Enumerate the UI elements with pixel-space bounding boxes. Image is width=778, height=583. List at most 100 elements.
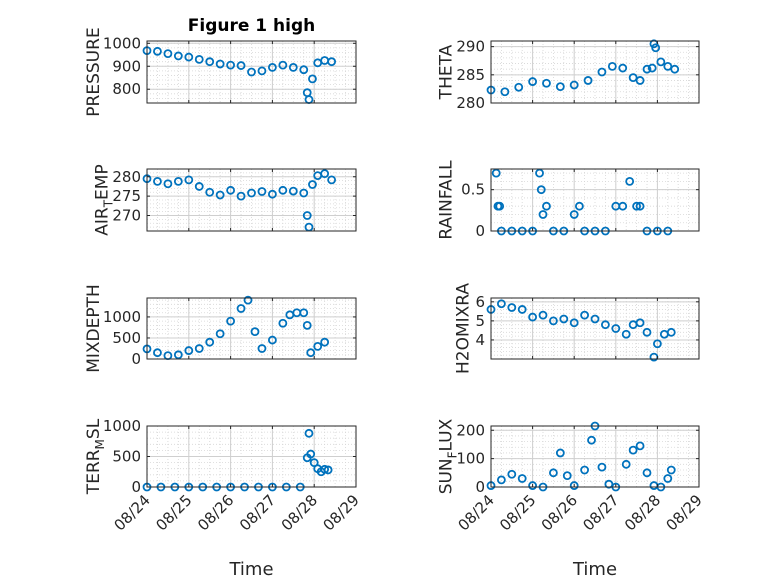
x-tick-label: 08/28 — [278, 491, 321, 534]
y-tick-label: 285 — [456, 66, 485, 84]
data-point — [153, 348, 162, 358]
data-point — [299, 65, 309, 75]
data-point — [496, 299, 506, 309]
y-tick-label: 280 — [112, 168, 141, 186]
data-point — [656, 57, 666, 67]
x-tick-label: 08/24 — [111, 491, 154, 534]
data-point — [590, 314, 600, 324]
data-point — [278, 185, 288, 195]
data-point — [236, 304, 246, 313]
data-point — [635, 318, 645, 328]
data-point — [580, 465, 589, 475]
y-tick-label: 0 — [475, 478, 485, 496]
data-point — [569, 80, 579, 90]
data-point — [257, 344, 267, 353]
data-point — [597, 67, 607, 77]
data-point — [215, 59, 225, 69]
y-axis-label: TERRMSL — [84, 418, 107, 495]
data-point — [491, 168, 501, 178]
data-point — [562, 471, 572, 481]
x-tick-label: 08/29 — [663, 491, 706, 534]
data-series — [486, 39, 680, 97]
data-point — [299, 308, 309, 318]
data-point — [535, 168, 544, 178]
data-point — [625, 176, 635, 186]
data-point — [663, 474, 673, 483]
x-tick-label: 08/27 — [236, 491, 279, 534]
y-tick-label: 0 — [131, 350, 141, 368]
data-point — [528, 312, 537, 322]
y-axis-label: THETA — [437, 44, 457, 100]
chart-title: Figure 1 high — [188, 16, 316, 36]
data-point — [163, 179, 173, 189]
data-point — [583, 76, 593, 85]
data-point — [536, 185, 546, 195]
data-point — [226, 185, 236, 195]
x-axis-label: Time — [572, 559, 617, 580]
y-tick-label: 6 — [475, 293, 485, 311]
data-point — [587, 435, 596, 445]
data-point — [495, 201, 505, 211]
data-point — [611, 324, 621, 333]
data-point — [243, 295, 253, 305]
y-tick-label: 270 — [112, 207, 141, 225]
data-series — [142, 169, 337, 232]
data-point — [313, 341, 323, 351]
data-point — [647, 63, 657, 73]
y-axis-label: RAINFALL — [437, 160, 457, 240]
data-point — [173, 350, 183, 360]
data-series — [486, 299, 676, 362]
data-point — [628, 73, 638, 83]
y-axis-label: SUNFLUX — [437, 418, 460, 494]
data-point — [670, 64, 680, 74]
y-tick-label: 1000 — [103, 417, 141, 435]
data-point — [306, 348, 316, 358]
axes-box — [490, 297, 700, 360]
data-point — [236, 61, 246, 70]
x-tick-label: 08/26 — [194, 491, 237, 534]
data-point — [302, 211, 312, 220]
data-point — [257, 66, 267, 76]
x-axis-label: Time — [228, 559, 273, 580]
data-point — [635, 201, 645, 211]
data-point — [320, 337, 330, 347]
data-point — [323, 465, 333, 475]
data-point — [542, 78, 551, 88]
x-tick-label: 08/25 — [152, 491, 195, 534]
data-point — [215, 329, 225, 339]
data-point — [153, 46, 162, 56]
data-point — [651, 43, 661, 53]
data-point — [247, 188, 256, 198]
data-point — [618, 201, 628, 211]
data-point — [642, 64, 652, 74]
data-series — [142, 295, 330, 361]
y-tick-label: 1000 — [103, 308, 141, 326]
axes-box — [490, 40, 700, 104]
data-point — [653, 339, 662, 349]
data-point — [604, 479, 614, 489]
data-point — [618, 63, 628, 73]
data-point — [257, 187, 267, 196]
y-tick-label: 100 — [456, 450, 485, 468]
data-point — [205, 187, 215, 197]
data-point — [304, 428, 314, 438]
y-tick-label: 0 — [475, 222, 485, 240]
data-point — [306, 449, 316, 459]
data-point — [184, 52, 194, 62]
data-point — [559, 314, 569, 324]
y-tick-label: 800 — [112, 80, 141, 98]
data-point — [184, 346, 194, 355]
data-point — [538, 210, 548, 219]
data-point — [632, 201, 641, 211]
y-axis-label: AIRTEMP — [93, 164, 116, 235]
axes-box — [490, 168, 700, 232]
data-point — [642, 327, 652, 337]
x-tick-label: 08/26 — [538, 491, 581, 534]
data-point — [278, 318, 288, 328]
data-point — [542, 201, 551, 211]
x-tick-label: 08/25 — [496, 491, 539, 534]
data-point — [267, 189, 277, 199]
